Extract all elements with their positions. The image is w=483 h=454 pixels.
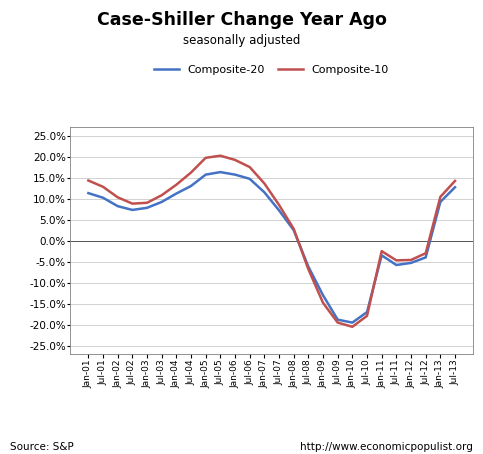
Composite-20	[217, 169, 223, 175]
Composite-10	[129, 201, 135, 207]
Text: Source: S&P: Source: S&P	[10, 442, 73, 452]
Legend: Composite-20, Composite-10: Composite-20, Composite-10	[155, 64, 389, 75]
Composite-10	[276, 202, 282, 207]
Composite-20	[115, 203, 121, 209]
Composite-10	[173, 182, 179, 188]
Composite-20	[100, 195, 106, 201]
Composite-10	[394, 258, 399, 263]
Composite-20	[320, 292, 326, 298]
Composite-20	[335, 317, 341, 322]
Composite-10	[364, 313, 370, 319]
Composite-20	[452, 184, 458, 190]
Composite-20	[394, 262, 399, 268]
Composite-20	[129, 207, 135, 212]
Composite-10	[438, 194, 443, 200]
Composite-20	[408, 260, 414, 266]
Composite-20	[173, 191, 179, 196]
Composite-10	[100, 184, 106, 189]
Composite-20	[276, 207, 282, 213]
Composite-10	[188, 170, 194, 175]
Composite-10	[247, 164, 253, 170]
Composite-10	[291, 226, 297, 232]
Composite-20	[144, 205, 150, 211]
Composite-10	[423, 251, 428, 256]
Composite-10	[349, 324, 355, 330]
Composite-20	[305, 264, 311, 269]
Composite-10	[144, 200, 150, 206]
Composite-20	[364, 309, 370, 315]
Composite-20	[438, 199, 443, 205]
Composite-20	[188, 183, 194, 189]
Composite-10	[217, 153, 223, 158]
Text: Case-Shiller Change Year Ago: Case-Shiller Change Year Ago	[97, 11, 386, 30]
Composite-20	[159, 199, 165, 205]
Composite-10	[203, 155, 209, 161]
Composite-20	[349, 320, 355, 326]
Composite-10	[408, 257, 414, 263]
Line: Composite-20: Composite-20	[88, 172, 455, 323]
Composite-10	[305, 266, 311, 272]
Composite-20	[232, 172, 238, 178]
Composite-20	[423, 255, 428, 260]
Composite-10	[115, 195, 121, 200]
Line: Composite-10: Composite-10	[88, 156, 455, 327]
Composite-10	[232, 157, 238, 163]
Composite-20	[85, 190, 91, 196]
Composite-20	[291, 227, 297, 233]
Text: seasonally adjusted: seasonally adjusted	[183, 34, 300, 47]
Composite-20	[247, 176, 253, 182]
Composite-20	[203, 172, 209, 178]
Composite-10	[261, 181, 267, 186]
Composite-10	[320, 300, 326, 306]
Composite-20	[261, 190, 267, 195]
Text: http://www.economicpopulist.org: http://www.economicpopulist.org	[300, 442, 473, 452]
Composite-10	[379, 248, 384, 254]
Composite-10	[335, 320, 341, 326]
Composite-20	[379, 252, 384, 258]
Composite-10	[159, 192, 165, 198]
Composite-10	[452, 178, 458, 184]
Composite-10	[85, 178, 91, 183]
